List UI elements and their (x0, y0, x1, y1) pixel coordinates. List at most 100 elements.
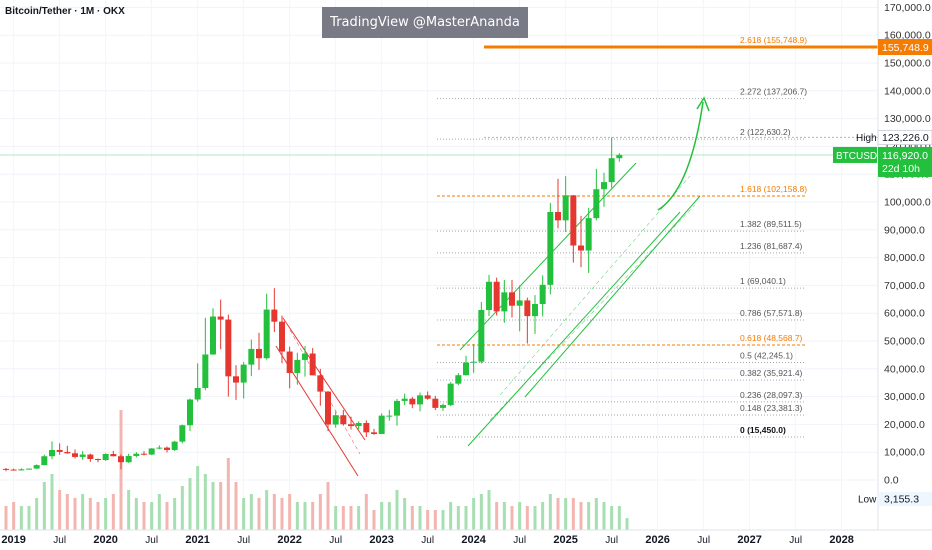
time-axis-tick: Jul (789, 535, 802, 546)
candle-body (302, 353, 308, 360)
ascending-channel-lower[interactable] (524, 195, 701, 398)
price-axis-tick: 10,000.0 (884, 447, 925, 459)
volume-bar (288, 494, 292, 530)
volume-bar (456, 506, 460, 530)
candle-body (470, 361, 477, 363)
volume-bar (625, 518, 629, 530)
volume-bar (50, 474, 54, 530)
candle-body (332, 415, 339, 425)
candle-body (179, 425, 186, 442)
candle-body (164, 447, 170, 450)
candle-body (194, 387, 201, 400)
projection-arrow-head[interactable] (696, 96, 710, 112)
volume-bar (380, 502, 384, 530)
candle-body (3, 468, 9, 470)
candle-body (409, 398, 416, 405)
volume-bar (280, 498, 284, 530)
candle-body (325, 391, 331, 425)
volume-bar (311, 502, 315, 530)
candle-body (102, 454, 109, 460)
candle-body (156, 447, 163, 449)
projection-arrow-curve[interactable] (657, 101, 704, 211)
time-axis-tick: Jul (697, 535, 710, 546)
ascending-channel-mid[interactable] (499, 175, 691, 396)
price-axis-tick: 140,000.0 (884, 85, 931, 97)
volume-bar (65, 494, 69, 530)
fibonacci-levels[interactable]: 2.618 (155,748.9) 2.272 (137,206.7) 2 (122… (0, 35, 878, 438)
candle-body (532, 304, 538, 317)
candle-body (455, 375, 462, 384)
candle-body (125, 455, 132, 463)
candle-body (593, 189, 600, 219)
volume-bar (257, 498, 261, 530)
volume-bar (173, 498, 177, 530)
candle-body (562, 195, 569, 221)
projection-arrow[interactable] (657, 96, 710, 211)
fib-level-label: 0.236 (28,097.3) (740, 390, 803, 400)
fib-level-label: 1.618 (102,158.8) (740, 184, 807, 194)
volume-bar (579, 502, 583, 530)
candle-body (87, 454, 94, 460)
candle-body (547, 212, 554, 285)
candle-countdown-text: 22d 10h (882, 163, 920, 175)
candle-body (340, 415, 347, 425)
candle-body (148, 448, 155, 455)
volume-bar (610, 506, 614, 530)
volume-bar (418, 506, 422, 530)
candle-body (509, 292, 515, 306)
volume-bar (533, 506, 537, 530)
candle-body (501, 292, 508, 312)
fib-level-label: 2 (122,630.2) (740, 127, 791, 137)
volume-bar (541, 502, 545, 530)
time-axis-tick: 2028 (829, 534, 853, 546)
candle-body (493, 281, 500, 312)
price-axis-tick: 130,000.0 (884, 113, 931, 125)
volume-bar (556, 498, 560, 530)
candle-body (363, 423, 370, 433)
candle-body (118, 456, 124, 463)
price-axis-tick: 30,000.0 (884, 391, 925, 403)
price-axis[interactable]: 180,000.0170,000.0160,000.0150,000.0140,… (877, 0, 932, 550)
volume-bar (403, 498, 407, 530)
candlesticks (3, 137, 623, 472)
candle-body (95, 459, 101, 461)
price-axis-tick: 60,000.0 (884, 308, 925, 320)
volume-bar (502, 502, 506, 530)
price-axis-tick: 150,000.0 (884, 58, 931, 70)
volume-bar (395, 490, 399, 530)
volume-bar (12, 502, 16, 530)
volume-bar (349, 506, 353, 530)
high-caption: High (856, 133, 877, 144)
volume-bar (487, 490, 491, 530)
time-axis-tick: Jul (53, 535, 66, 546)
candle-body (386, 415, 393, 417)
candle-body (440, 405, 446, 408)
ascending-channel-outer[interactable] (467, 211, 681, 447)
volume-bar (472, 498, 476, 530)
candle-body (279, 321, 285, 352)
candle-body (447, 383, 454, 406)
volume-bar (4, 506, 8, 530)
fib-level-label: 1.382 (89,511.5) (740, 219, 802, 229)
time-axis-tick: Jul (145, 535, 158, 546)
candle-body (578, 245, 584, 251)
candle-body (378, 415, 385, 434)
watermark-banner: TradingView @MasterAnanda (322, 7, 528, 38)
volume-bar (295, 502, 299, 530)
ascending-channel-mid-lower[interactable] (489, 204, 696, 421)
volume-bar (58, 490, 62, 530)
candle-body (210, 316, 216, 355)
volume-bar (219, 482, 223, 530)
candle-body (240, 364, 247, 383)
candle-body (286, 351, 293, 373)
candle-body (141, 453, 147, 455)
time-axis[interactable]: 2019 Jul 2020 Jul 2021 Jul 2022 Jul 2023 Jul 2024 J… (0, 529, 932, 546)
candle-body (524, 300, 531, 317)
candle-body (432, 398, 439, 408)
candle-body (33, 465, 40, 469)
candle-body (49, 449, 55, 457)
candle-body (110, 454, 117, 457)
symbol-tag (833, 146, 877, 163)
